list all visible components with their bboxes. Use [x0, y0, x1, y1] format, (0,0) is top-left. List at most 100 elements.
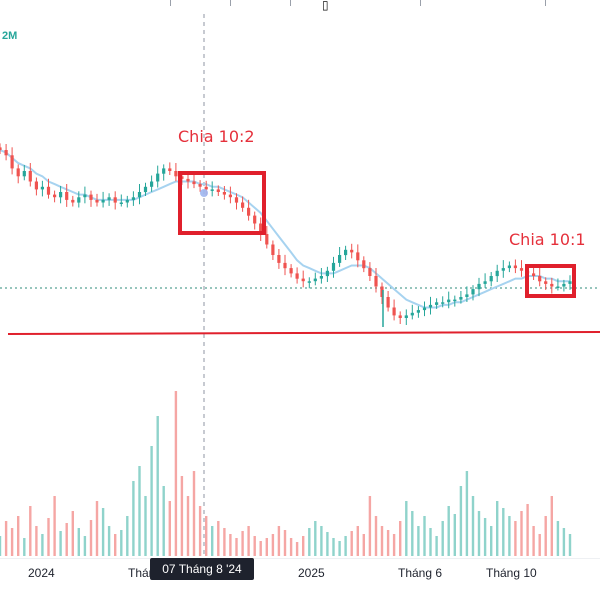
candle-body [404, 315, 408, 318]
volume-bar [205, 516, 208, 556]
volume-bar [235, 538, 238, 556]
candle-body [228, 194, 232, 198]
volume-bar [380, 526, 384, 556]
volume-bar [441, 521, 444, 556]
candle-body [507, 265, 511, 269]
indicator-legend-fragment: 2M [2, 30, 18, 42]
volume-bar [150, 446, 153, 556]
candle-body [46, 186, 51, 195]
candle-body [101, 199, 105, 203]
candle-body [489, 276, 493, 282]
candle-body [289, 268, 293, 274]
volume-bar [502, 508, 505, 556]
candle-body [16, 168, 20, 177]
volume-bar [508, 516, 511, 556]
candle-body [344, 249, 348, 256]
candle-body [65, 192, 69, 200]
volume-bar [0, 536, 2, 556]
volume-bar [368, 496, 372, 556]
candle-body [301, 278, 305, 282]
cursor-icon: ▯ [322, 0, 329, 12]
candle-body [319, 276, 323, 279]
volume-bar [283, 530, 287, 556]
candle-body [422, 307, 427, 311]
candle-body [313, 278, 317, 282]
volume-bar [496, 501, 499, 556]
split-annotation-1: Chia 10:2 [178, 127, 255, 146]
volume-bar [490, 526, 493, 556]
candle-body [53, 194, 57, 198]
candle-body [168, 168, 172, 171]
volume-bar [83, 536, 87, 556]
volume-bar [114, 534, 117, 556]
candle-body [271, 244, 275, 255]
candle-body [453, 299, 457, 302]
volume-bar [295, 542, 299, 556]
volume-bar [435, 536, 438, 556]
volume-bar [17, 516, 20, 556]
volume-bar [289, 538, 293, 556]
time-axis[interactable] [0, 558, 600, 601]
candle-body [162, 168, 166, 174]
candle-body [374, 276, 378, 287]
volume-bar [483, 518, 487, 556]
crosshair-marker [200, 189, 208, 197]
volume-bar [532, 526, 535, 556]
volume-bar [544, 516, 547, 556]
candle-body [0, 147, 2, 150]
top-scale-tick [290, 0, 291, 6]
candle-body [71, 199, 75, 203]
volume-bar [144, 496, 147, 556]
candle-body [22, 171, 26, 177]
candle-body [550, 283, 554, 287]
candle-body [495, 270, 499, 277]
candle-body [198, 184, 202, 187]
volume-bar [259, 541, 262, 556]
volume-bar [459, 486, 463, 556]
volume-bar [465, 471, 469, 556]
volume-bar [374, 516, 378, 556]
volume-bar [162, 486, 165, 556]
volume-bar [302, 536, 305, 556]
volume-bar [229, 534, 232, 556]
volume-bar [562, 528, 566, 556]
volume-bar [198, 506, 202, 556]
horizontal-level-line [7, 331, 600, 335]
candle-body [465, 294, 469, 297]
x-tick-label: 2024 [28, 566, 55, 580]
candle-body [277, 255, 281, 263]
volume-bar [568, 534, 572, 556]
volume-bar [265, 538, 268, 556]
candle-body [538, 276, 542, 282]
candle-body [295, 273, 299, 279]
candle-body [234, 197, 239, 203]
volume-bar [308, 528, 311, 556]
candle-body [216, 189, 220, 192]
volume-bar [392, 534, 396, 556]
volume-bar [126, 516, 129, 556]
candle-body [362, 260, 366, 269]
candle-body [150, 181, 154, 187]
volume-bar [338, 541, 341, 556]
volume-bar [168, 501, 171, 556]
split-annotation-2: Chia 10:1 [509, 230, 586, 249]
top-scale-tick [420, 0, 421, 6]
candle-body [307, 281, 311, 283]
candle-body [137, 192, 142, 198]
candle-body [338, 255, 342, 263]
candle-body [556, 286, 560, 288]
volume-bar [101, 508, 105, 556]
volume-bar [471, 496, 475, 556]
volume-bar [320, 526, 323, 556]
candle-body [59, 192, 63, 198]
volume-bar [132, 481, 135, 556]
candle-body [83, 194, 87, 198]
candle-body [89, 194, 93, 200]
candle-body [265, 234, 269, 245]
volume-bar [271, 534, 275, 556]
volume-bar [35, 526, 38, 556]
candle-body [40, 186, 44, 190]
candle-body [174, 171, 178, 177]
